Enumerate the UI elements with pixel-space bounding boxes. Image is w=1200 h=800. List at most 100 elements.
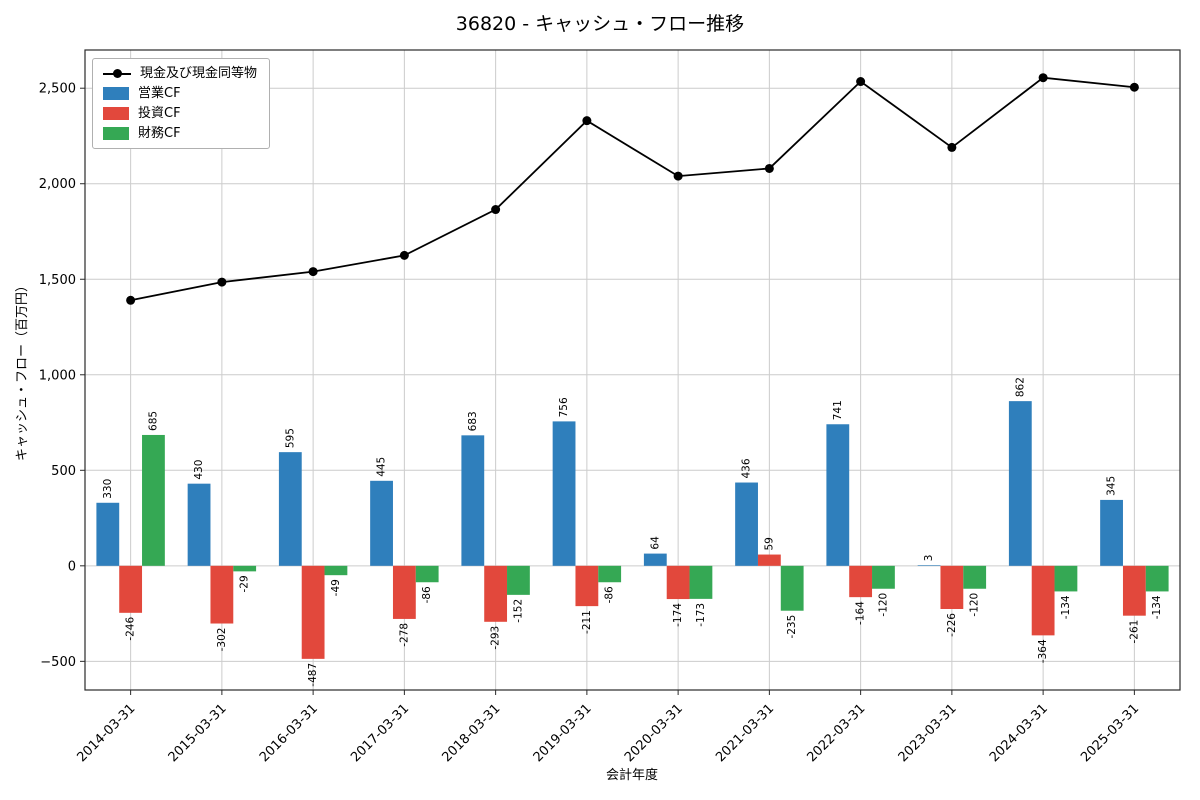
bar-investing-cf (666, 565, 690, 600)
financing-cf-swatch-icon (103, 127, 129, 140)
bar-value-label: 3 (923, 555, 935, 562)
bar-financing-cf (963, 565, 987, 589)
y-tick-label: 2,000 (39, 177, 76, 192)
bar-investing-cf (757, 554, 781, 566)
bar-value-label: -29 (239, 575, 251, 592)
legend-label-investing-cf: 投資CF (138, 106, 181, 121)
bar-financing-cf (1145, 565, 1169, 592)
bar-value-label: -134 (1151, 595, 1163, 619)
bar-value-label: -246 (125, 617, 137, 641)
bar-value-label: -226 (946, 613, 958, 637)
bar-operating-cf (96, 502, 120, 566)
bar-investing-cf (301, 565, 325, 659)
bar-value-label: 862 (1014, 377, 1026, 397)
bar-operating-cf (826, 424, 850, 566)
bar-value-label: 445 (376, 457, 388, 477)
bar-value-label: -120 (877, 593, 889, 617)
bar-investing-cf (484, 565, 508, 622)
legend-item-operating-cf: 営業CF (103, 87, 257, 100)
y-tick-label: −500 (40, 655, 76, 670)
line-cash-and-equivalents (130, 76, 1135, 302)
bar-operating-cf (552, 421, 576, 566)
bar-value-label: 436 (741, 458, 753, 478)
bar-operating-cf (735, 482, 758, 566)
bar-value-label: -120 (969, 593, 981, 617)
bar-operating-cf (917, 565, 941, 566)
x-tick-label: 2019-03-31 (531, 701, 595, 765)
line-marker-cash-and-equivalents (856, 77, 866, 87)
legend: 現金及び現金同等物 営業CF 投資CF 財務CF (92, 58, 271, 149)
line-marker-cash-and-equivalents (399, 250, 409, 260)
legend-item-investing-cf: 投資CF (103, 107, 257, 120)
x-tick-label: 2020-03-31 (622, 701, 686, 765)
bar-financing-cf (233, 565, 257, 572)
y-tick-label: 1,000 (39, 368, 76, 383)
bar-investing-cf (849, 565, 873, 598)
bar-value-label: -134 (1060, 595, 1072, 619)
x-tick-label: 2021-03-31 (713, 701, 777, 765)
bar-investing-cf (1031, 565, 1055, 636)
bar-operating-cf (278, 452, 302, 566)
bar-investing-cf (575, 565, 599, 607)
bar-value-label: -235 (786, 615, 798, 639)
bar-financing-cf (872, 565, 895, 589)
line-marker-icon (103, 67, 131, 80)
bar-value-label: 741 (832, 400, 844, 420)
x-tick-label: 2018-03-31 (439, 701, 503, 765)
bar-value-label: -487 (307, 663, 319, 687)
line-marker-cash-and-equivalents (491, 205, 501, 215)
bar-operating-cf (643, 553, 667, 566)
bar-value-label: -174 (672, 603, 684, 627)
bar-value-label: -86 (421, 586, 433, 603)
bar-investing-cf (392, 565, 416, 619)
legend-label-cash-and-equivalents: 現金及び現金同等物 (140, 66, 258, 81)
operating-cf-swatch-icon (103, 87, 129, 100)
line-marker-cash-and-equivalents (582, 116, 592, 126)
bar-operating-cf (461, 435, 485, 566)
y-axis-label: キャッシュ・フロー（百万円） (15, 279, 30, 461)
x-tick-label: 2017-03-31 (348, 701, 412, 765)
bar-value-label: 683 (467, 411, 479, 431)
x-tick-label: 2015-03-31 (166, 701, 230, 765)
x-tick-label: 2014-03-31 (74, 701, 138, 765)
y-tick-label: 1,500 (39, 273, 76, 288)
bar-value-label: -152 (512, 599, 524, 623)
line-marker-cash-and-equivalents (126, 295, 136, 305)
bar-value-label: 756 (558, 397, 570, 417)
bar-financing-cf (780, 565, 804, 611)
bar-financing-cf (1054, 565, 1078, 592)
x-tick-label: 2024-03-31 (987, 701, 1051, 765)
bar-value-label: 64 (649, 536, 661, 550)
line-marker-cash-and-equivalents (217, 277, 227, 287)
investing-cf-swatch-icon (103, 107, 129, 120)
bar-value-label: 59 (763, 537, 775, 550)
x-tick-label: 2025-03-31 (1078, 701, 1142, 765)
bar-financing-cf (507, 565, 530, 595)
bar-value-label: -261 (1128, 620, 1140, 644)
line-marker-cash-and-equivalents (947, 142, 957, 152)
line-dot-icon (112, 69, 122, 78)
legend-item-cash-and-equivalents: 現金及び現金同等物 (103, 67, 257, 80)
line-marker-cash-and-equivalents (1038, 73, 1048, 83)
bar-investing-cf (119, 565, 143, 613)
legend-item-financing-cf: 財務CF (103, 127, 257, 140)
y-tick-label: 500 (51, 464, 76, 479)
bar-value-label: -364 (1037, 639, 1049, 663)
bar-value-label: 430 (193, 460, 205, 480)
bar-value-label: -164 (855, 601, 867, 625)
line-marker-cash-and-equivalents (764, 163, 774, 173)
line-marker-cash-and-equivalents (673, 171, 683, 181)
y-tick-label: 0 (68, 559, 76, 574)
line-marker-cash-and-equivalents (308, 267, 318, 277)
legend-label-financing-cf: 財務CF (138, 126, 181, 141)
x-axis-label: 会計年度 (606, 767, 658, 783)
y-tick-label: 2,500 (39, 82, 76, 97)
bar-value-label: 330 (102, 479, 114, 499)
bar-financing-cf (689, 565, 713, 599)
bar-value-label: -173 (695, 603, 707, 627)
legend-label-operating-cf: 営業CF (138, 86, 181, 101)
bar-operating-cf (1100, 499, 1123, 566)
bar-financing-cf (324, 565, 348, 576)
bar-value-label: 345 (1106, 476, 1118, 496)
